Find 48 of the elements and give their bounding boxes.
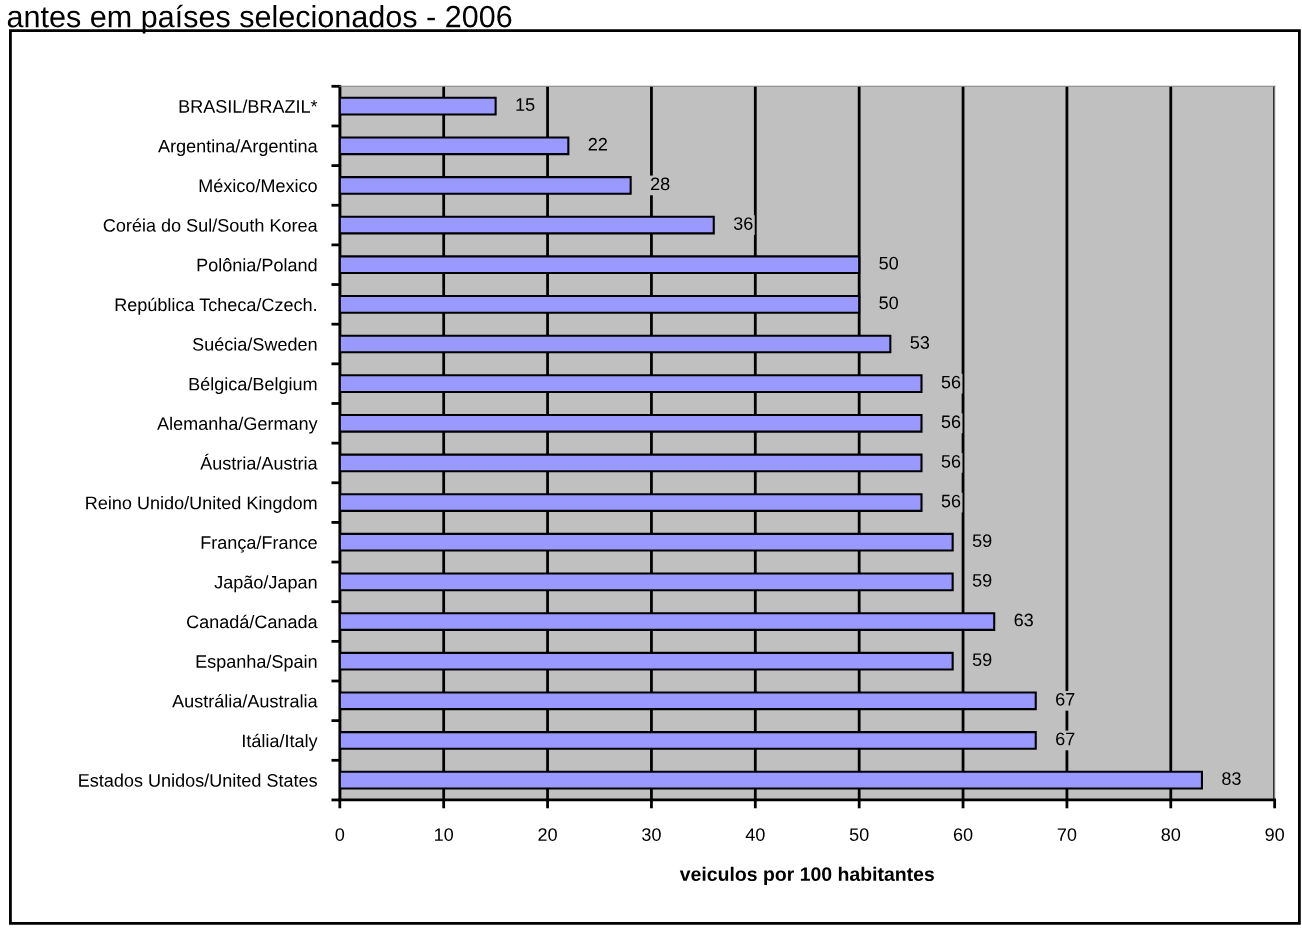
y-tick-label: Áustria/Austria <box>200 453 318 470</box>
data-label: 28 <box>651 177 670 191</box>
y-tick-label: Suécia/Sweden <box>192 337 317 351</box>
data-label: 36 <box>733 217 753 230</box>
y-tick-label: Itália/Italy <box>243 733 318 751</box>
x-tick-label: 90 <box>1265 828 1284 841</box>
y-tick-label: Espanha/Spain <box>196 654 317 672</box>
x-tick-label: 40 <box>745 828 765 841</box>
y-tick-label: Bélgica/Belgium <box>189 377 317 395</box>
data-label: 67 <box>1056 692 1075 706</box>
chart-title: antes em países selecionados - 2006 <box>7 4 512 34</box>
data-label: 59 <box>972 573 992 587</box>
x-tick-label: 60 <box>953 828 973 841</box>
y-tick-label: República Tcheca/Czech. <box>115 297 316 315</box>
data-label: 56 <box>941 375 961 389</box>
data-label: 50 <box>879 296 898 310</box>
data-label: 15 <box>516 98 535 111</box>
x-axis-title: veiculos por 100 habitantes <box>679 866 934 885</box>
data-label: 67 <box>1056 732 1075 746</box>
data-label: 63 <box>1014 613 1033 627</box>
x-tick-label: 0 <box>335 828 345 841</box>
y-tick-label: Canadá/Canada <box>187 614 318 629</box>
data-label: 83 <box>1222 772 1241 785</box>
y-tick-label: Japão/Japan <box>214 575 317 593</box>
y-tick-label: Argentina/Argentina <box>158 139 318 157</box>
y-tick-label: Reino Unido/United Kingdom <box>86 496 317 513</box>
y-tick-label: BRASIL/BRAZIL* <box>179 99 318 113</box>
y-tick-label: Austrália/Australia <box>172 694 318 708</box>
data-label: 59 <box>972 534 992 548</box>
x-tick-label: 30 <box>642 828 661 841</box>
y-tick-label: Alemanha/Germany <box>157 416 318 434</box>
y-tick-label: Polônia/Poland <box>197 258 317 272</box>
data-label: 50 <box>879 256 898 270</box>
x-tick-label: 20 <box>538 828 557 841</box>
y-tick-label: França/France <box>201 535 317 553</box>
y-tick-label: Estados Unidos/United States <box>79 773 317 787</box>
x-tick-label: 50 <box>849 828 869 841</box>
data-label: 56 <box>941 494 961 508</box>
y-tick-label: México/Mexico <box>199 178 317 193</box>
data-label: 53 <box>910 336 930 349</box>
data-label: 22 <box>588 137 607 151</box>
data-label: 59 <box>972 653 992 667</box>
data-label: 56 <box>941 415 961 429</box>
x-tick-label: 70 <box>1057 828 1077 841</box>
x-tick-label: 80 <box>1161 828 1181 841</box>
data-label: 56 <box>941 455 961 468</box>
x-tick-label: 10 <box>435 828 454 841</box>
y-tick-label: Coréia do Sul/South Korea <box>103 218 318 232</box>
